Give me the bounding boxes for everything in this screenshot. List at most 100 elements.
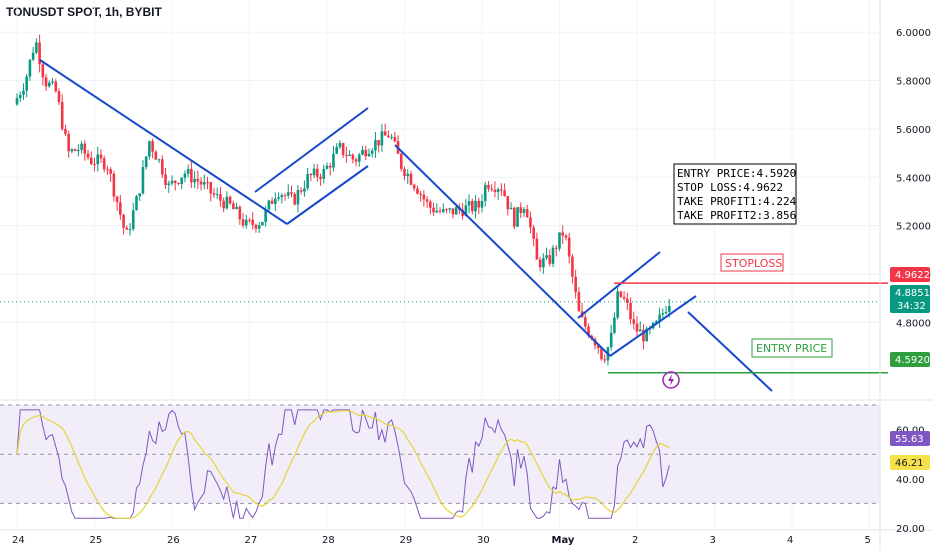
candle-body — [135, 196, 138, 211]
price-tick-label: 6.0000 — [896, 28, 931, 39]
candle-body — [374, 140, 377, 151]
candle-body — [474, 200, 477, 212]
candle-body — [206, 182, 209, 184]
candle-body — [406, 173, 410, 177]
note-line-tp1: TAKE PROFIT1:4.224 — [677, 195, 797, 208]
svg-text:STOPLOSS: STOPLOSS — [725, 257, 782, 270]
candle-body — [629, 302, 632, 320]
channel-upper-1[interactable] — [254, 107, 369, 193]
candle-body — [584, 317, 587, 327]
candle-body — [500, 189, 503, 191]
candle-body — [445, 209, 448, 211]
candle-body — [519, 207, 523, 213]
candle-body — [412, 184, 416, 189]
candle-body — [464, 205, 468, 216]
price-tick-label: 5.8000 — [896, 76, 931, 87]
candle-body — [44, 77, 48, 87]
candle-body — [567, 237, 571, 257]
time-tick-label: 2 — [632, 535, 638, 546]
candle-body — [477, 200, 481, 208]
candle-body — [131, 210, 135, 230]
candle-body — [128, 229, 132, 231]
channel-lower-2[interactable] — [609, 295, 697, 357]
candle-body — [322, 168, 326, 179]
candle-body — [57, 91, 61, 103]
channel-lower-1[interactable] — [286, 165, 369, 225]
candle-body — [173, 180, 177, 183]
downtrend-line-2[interactable] — [394, 144, 611, 357]
candle-body — [254, 224, 258, 229]
candle-body — [390, 137, 393, 139]
candle-body — [357, 154, 361, 162]
candle-body — [441, 209, 445, 212]
candle-body — [232, 203, 235, 210]
candle-body — [119, 202, 122, 215]
candle-body — [60, 102, 64, 129]
trade-note: ENTRY PRICE:4.5920 STOP LOSS:4.9622 TAKE… — [673, 163, 797, 225]
svg-text:4.9622: 4.9622 — [895, 270, 930, 281]
candle-body — [202, 182, 206, 185]
candle-body — [306, 174, 309, 189]
candle-body — [525, 209, 529, 218]
candle-body — [106, 169, 109, 171]
candle-body — [290, 192, 293, 194]
candle-body — [299, 190, 303, 192]
candle-body — [448, 208, 452, 210]
candle-body — [251, 219, 255, 225]
candle-body — [89, 157, 93, 165]
candle-body — [67, 134, 70, 152]
candle-body — [354, 159, 358, 162]
channel-upper-2[interactable] — [577, 251, 661, 319]
candle-body — [25, 76, 28, 91]
candle-body — [564, 235, 568, 238]
candle-body — [257, 225, 261, 229]
svg-text:4.5920: 4.5920 — [895, 355, 930, 366]
candle-body — [190, 168, 193, 183]
candle-body — [15, 98, 19, 105]
candle-body — [199, 181, 203, 185]
price-levels — [0, 282, 888, 374]
candle-body — [622, 296, 626, 299]
candle-body — [387, 135, 390, 138]
candle-body — [551, 247, 555, 264]
candle-body — [277, 197, 280, 199]
candle-body — [312, 168, 316, 176]
candle-body — [241, 219, 245, 226]
candle-body — [193, 178, 196, 183]
candle-body — [380, 131, 384, 146]
candle-body — [467, 201, 471, 206]
candle-body — [512, 207, 516, 227]
candles — [15, 34, 671, 366]
candle-body — [325, 165, 329, 169]
projection-line[interactable] — [687, 311, 773, 392]
candle-body — [73, 149, 77, 151]
candle-body — [645, 328, 648, 342]
candle-body — [222, 200, 225, 209]
time-tick-label: 5 — [865, 535, 871, 546]
candle-body — [377, 140, 380, 146]
candle-body — [661, 313, 665, 315]
lightning-icon[interactable] — [662, 371, 680, 389]
candle-body — [503, 190, 506, 196]
candle-body — [529, 217, 532, 228]
candle-body — [122, 214, 125, 228]
candle-body — [109, 169, 112, 174]
rsi-ma-line — [16, 410, 670, 519]
candle-body — [151, 141, 154, 152]
candle-body — [480, 200, 484, 208]
candle-body — [86, 153, 90, 158]
downtrend-line-1[interactable] — [39, 59, 288, 225]
candle-body — [125, 227, 129, 230]
candle-body — [542, 258, 545, 268]
rsi-band — [0, 404, 880, 504]
candle-body — [642, 329, 645, 342]
candle-body — [538, 259, 542, 268]
svg-text:ENTRY PRICE: ENTRY PRICE — [756, 342, 827, 355]
rsi-value-tag: 55.63 — [890, 431, 930, 446]
candle-body — [286, 192, 290, 196]
candle-body — [655, 321, 658, 323]
candle-body — [54, 81, 58, 92]
candle-body — [170, 180, 174, 184]
candle-body — [164, 174, 167, 185]
